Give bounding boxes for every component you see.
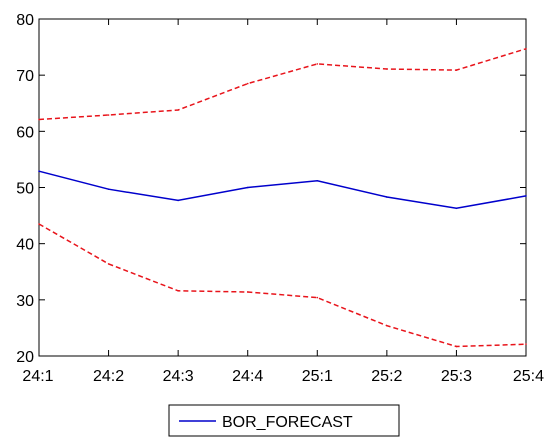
x-tick-label: 24:1	[22, 368, 53, 385]
y-tick-label: 60	[16, 124, 34, 141]
y-tick-label: 30	[16, 293, 34, 310]
plot-area-frame	[38, 18, 527, 357]
data-point	[38, 118, 40, 121]
y-tick-label: 80	[16, 12, 34, 29]
data-point	[525, 47, 527, 50]
data-point	[177, 290, 179, 292]
data-point	[177, 109, 179, 111]
x-tick-label: 24:3	[163, 368, 194, 385]
legend-label-bor-forecast: BOR_FORECAST	[222, 414, 353, 431]
series-line-bor-forecast	[38, 170, 527, 210]
data-point	[246, 186, 249, 189]
data-point	[455, 345, 458, 348]
data-point	[316, 296, 319, 299]
y-tick-label: 50	[16, 181, 34, 198]
x-axis: 24:1 24:2 24:3 24:4 25:1 25:2 25:3 25:4	[22, 19, 544, 385]
y-tick-label: 20	[16, 349, 34, 366]
data-point	[316, 63, 319, 65]
series-line-upper-band	[38, 48, 527, 121]
data-point	[38, 170, 40, 173]
data-point	[525, 195, 527, 197]
data-point	[107, 188, 110, 190]
data-point	[177, 199, 179, 202]
x-tick-label: 24:4	[232, 368, 263, 385]
x-tick-label: 24:2	[93, 368, 124, 385]
data-point	[316, 179, 319, 182]
y-axis: 20 30 40 50 60 70 80	[16, 12, 526, 366]
data-point	[246, 82, 249, 85]
data-point	[38, 223, 40, 225]
data-point	[455, 69, 458, 71]
data-point	[107, 114, 110, 116]
data-point	[386, 68, 388, 70]
data-point	[525, 343, 527, 346]
data-point	[386, 196, 388, 198]
y-tick-label: 40	[16, 237, 34, 254]
data-point	[386, 324, 388, 327]
series-layer	[38, 47, 527, 348]
data-point	[107, 263, 110, 265]
x-tick-label: 25:2	[371, 368, 402, 385]
series-line-lower-band	[38, 223, 527, 348]
x-tick-label: 25:1	[302, 368, 333, 385]
y-tick-label: 70	[16, 68, 34, 85]
x-tick-label: 25:4	[513, 368, 544, 385]
data-point	[455, 207, 458, 210]
legend: BOR_FORECAST	[168, 404, 400, 437]
data-point	[246, 291, 249, 293]
x-tick-label: 25:3	[441, 368, 472, 385]
